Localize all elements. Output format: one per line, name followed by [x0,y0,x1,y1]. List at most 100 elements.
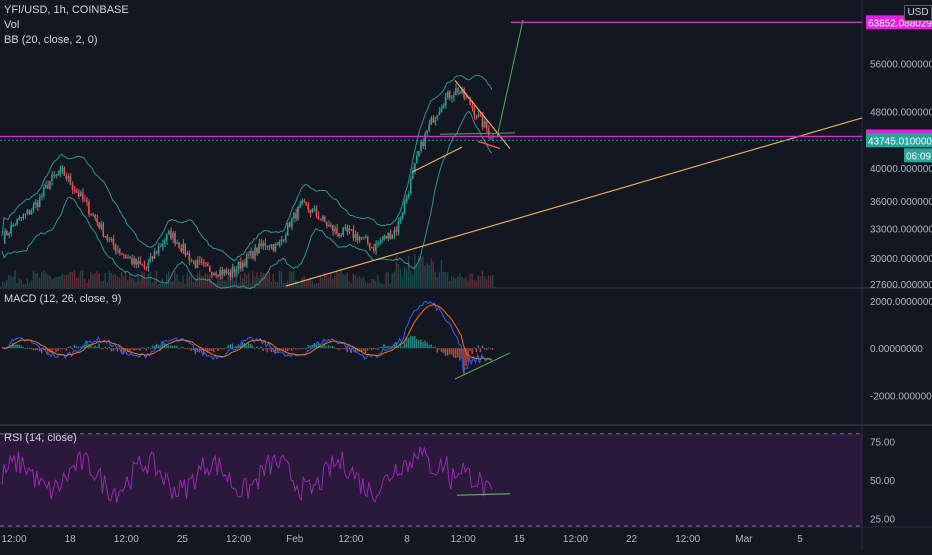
candle-body [444,96,447,106]
candle-body [327,224,330,227]
volume-bar [444,271,447,287]
candle-body [457,88,459,94]
macd-histogram-bar [14,344,16,349]
macd-divergence-line [454,352,511,380]
volume-bar [377,275,379,287]
volume-bar [401,277,404,287]
candle-body [55,174,57,176]
candle-body [375,243,377,251]
volume-bar [342,274,344,287]
candle-body [219,270,221,277]
volume-bar [366,283,369,287]
candle-body [104,236,106,238]
volume-bar [309,277,311,287]
candle-body [86,200,88,202]
volume-bar [428,264,430,287]
candle-body [483,121,486,128]
wedge-line [439,132,516,135]
candle-body [344,227,346,229]
macd-histogram-bar [297,348,299,350]
candle-body [442,105,445,109]
macd-histogram-bar [409,335,412,349]
candle-body [364,236,367,238]
macd-histogram-bar [401,346,404,349]
macd-histogram-bar [258,348,260,350]
last-price-badge [866,133,932,148]
volume-label: Vol [4,19,20,31]
volume-bar [22,283,24,287]
volume-bar [137,275,139,287]
macd-histogram-bar [319,346,322,349]
macd-histogram-bar [389,346,391,349]
macd-histogram-bar [256,346,258,349]
volume-bar [311,280,313,287]
currency-button[interactable]: USD [904,5,932,21]
macd-histogram-bar [471,348,473,355]
candle-body [237,261,240,270]
volume-bar [147,274,149,287]
volume-bar [71,272,74,287]
macd-histogram-bar [430,344,432,349]
macd-histogram-bar [120,348,123,354]
volume-bar [55,277,57,287]
candle-body [477,113,480,117]
volume-bar [465,277,467,287]
macd-histogram-bar [104,346,106,349]
macd-histogram-bar [174,345,176,349]
volume-bar [395,255,398,287]
macd-histogram-bar [229,344,231,349]
macd-histogram-bar [364,348,367,354]
volume-bar [47,274,49,287]
volume-bar [120,271,123,287]
candle-body [250,250,252,256]
volume-bar [108,271,111,287]
candle-body [196,260,199,268]
macd-histogram-bar [250,344,252,349]
volume-bar [291,271,293,287]
macd-histogram-bar [485,348,488,351]
candle-body [418,151,420,156]
candle-body [229,271,231,277]
volume-bar [112,275,115,287]
volume-bar [200,276,203,287]
volume-bar [266,271,268,287]
candle-body [209,266,211,272]
macd-histogram-bar [51,348,53,354]
volume-bar [284,282,287,287]
price-tick-label: 27600.00000000 [870,280,932,291]
candle-body [235,269,238,273]
volume-bar [459,273,461,287]
candle-body [334,228,336,232]
macd-histogram-bar [303,347,305,349]
volume-bar [489,275,492,287]
macd-histogram-bar [86,341,88,349]
macd-histogram-bar [489,348,492,350]
candle-body [381,240,383,242]
macd-histogram-bar [268,348,270,350]
macd-histogram-bar [43,348,45,351]
macd-histogram-bar [36,348,39,351]
candle-body [153,251,156,259]
candle-body [88,201,90,215]
macd-histogram-bar [262,348,264,352]
candle-body [338,233,340,237]
candle-body [393,230,395,235]
candle-body [135,258,137,265]
volume-bar [84,278,86,287]
macd-histogram-bar [53,348,55,350]
candle-body [436,115,439,118]
time-tick-label: 25 [177,534,189,545]
candle-body [174,232,176,244]
macd-histogram-bar [233,346,236,349]
volume-bar [227,275,229,287]
time-tick-label: 12:00 [338,534,363,545]
candle-body [139,260,141,265]
volume-bar [73,270,76,287]
macd-histogram-bar [416,338,418,349]
candle-body [245,254,248,267]
volume-bar [10,276,12,287]
candle-body [6,230,8,236]
macd-histogram-bar [373,348,375,350]
